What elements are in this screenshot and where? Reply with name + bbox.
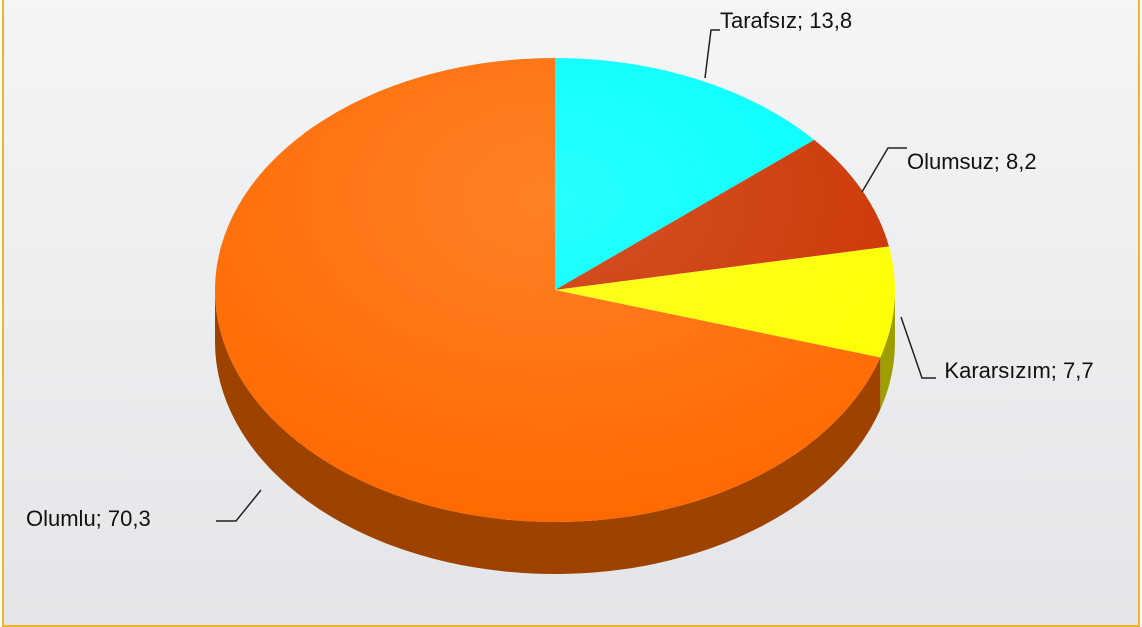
chart: [214, 29, 936, 574]
data-label: Kararsızım; 7,7: [944, 358, 1094, 383]
data-label: Olumlu; 70,3: [26, 506, 151, 531]
data-label: Tarafsız; 13,8: [720, 8, 853, 33]
pie-shine: [215, 58, 895, 522]
pie-side: [880, 290, 895, 410]
pie-side: [215, 290, 881, 574]
leader-line: [704, 29, 720, 79]
leader-line: [861, 147, 907, 193]
leader-line: [216, 489, 262, 522]
leader-line: [900, 316, 936, 379]
data-label: Olumsuz; 8,2: [907, 149, 1037, 174]
